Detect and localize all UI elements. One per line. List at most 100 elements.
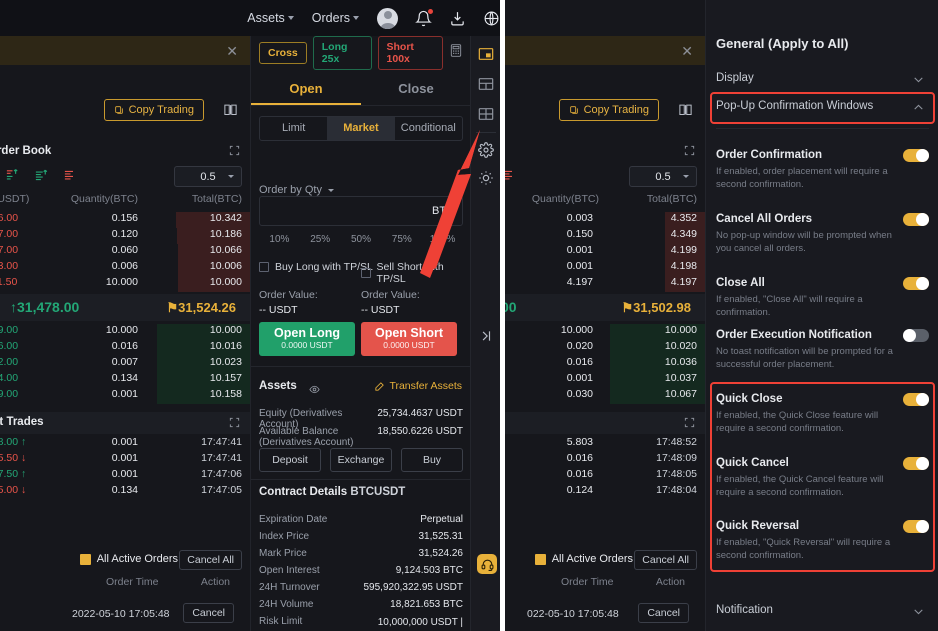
order-book-row[interactable]: 667.00 0.120 10.186 — [0, 228, 250, 244]
open-short-button[interactable]: Open Short 0.0000 USDT — [361, 322, 457, 356]
margin-mode-button[interactable]: Cross — [259, 42, 307, 64]
tab-open[interactable]: Open — [251, 72, 361, 105]
order-book-row[interactable]: 446.00 0.016 10.016 — [0, 340, 250, 356]
order-book-row[interactable]: 0.150 4.349 — [505, 228, 705, 244]
order-by-qty-label[interactable]: Order by Qty — [259, 184, 335, 196]
nav-item-orders[interactable]: Orders — [312, 11, 359, 25]
globe-icon[interactable] — [483, 10, 500, 27]
setting-description: If enabled, the Quick Cancel feature wil… — [716, 474, 884, 498]
tick-size-dropdown[interactable]: 0.5 — [174, 166, 242, 187]
toggle-switch[interactable] — [903, 393, 929, 406]
all-active-orders-checkbox[interactable]: All Active Orders — [79, 553, 178, 565]
brightness-icon[interactable] — [478, 170, 494, 186]
contract-details-label: Contract Details — [259, 486, 348, 498]
buy-button[interactable]: Buy — [401, 448, 463, 472]
percent-25[interactable]: 25% — [310, 234, 331, 245]
headset-icon[interactable] — [477, 554, 497, 574]
nav-item-assets[interactable]: Assets — [247, 11, 294, 25]
calculator-icon[interactable] — [449, 43, 463, 63]
eye-icon[interactable] — [309, 382, 320, 400]
order-book-total: 10.016 — [209, 340, 242, 352]
order-book-both-icon[interactable] — [4, 167, 22, 183]
order-book-row[interactable]: 409.00 0.001 10.158 — [0, 388, 250, 404]
order-book-row[interactable]: 10.000 10.000 — [505, 324, 705, 340]
order-book-row[interactable]: 643.00 0.006 10.006 — [0, 260, 250, 276]
order-type-limit[interactable]: Limit — [282, 122, 306, 134]
layout-grid-icon[interactable] — [478, 106, 494, 122]
order-book-row[interactable]: 0.020 10.020 — [505, 340, 705, 356]
sell-short-tpsl-checkbox[interactable]: Sell Short with TP/SL — [361, 261, 470, 285]
settings-section-notification[interactable]: Notification — [706, 598, 938, 626]
close-icon[interactable]: ✕ — [681, 43, 693, 59]
deposit-button[interactable]: Deposit — [259, 448, 321, 472]
copy-trading-button[interactable]: Copy Trading — [558, 99, 659, 121]
asset-key: Available Balance (Derivatives Account) — [259, 426, 354, 448]
cancel-all-button[interactable]: Cancel All — [634, 550, 697, 570]
order-book-row[interactable]: 4.197 4.197 — [505, 276, 705, 292]
percent-100[interactable]: 100% — [429, 234, 456, 245]
quantity-input[interactable]: BTC — [259, 196, 463, 226]
toggle-switch[interactable] — [903, 520, 929, 533]
order-book-row[interactable]: 611.50 10.000 10.000 — [0, 276, 250, 292]
order-book-row[interactable]: 657.00 0.060 10.066 — [0, 244, 250, 260]
book-icon[interactable] — [223, 102, 238, 122]
toggle-switch[interactable] — [903, 329, 929, 342]
bell-icon[interactable] — [415, 8, 433, 27]
leverage-row: Cross Long 25x Short 100x — [251, 36, 471, 70]
book-icon[interactable] — [678, 102, 693, 122]
copy-trading-button[interactable]: Copy Trading — [103, 99, 204, 121]
order-book-row[interactable]: 442.00 0.007 10.023 — [0, 356, 250, 372]
toggle-switch[interactable] — [903, 457, 929, 470]
order-book-row[interactable]: 0.030 10.067 — [505, 388, 705, 404]
long-leverage-button[interactable]: Long 25x — [312, 36, 372, 70]
cancel-button[interactable]: Cancel — [183, 603, 234, 623]
toggle-switch[interactable] — [903, 149, 929, 162]
trade-price: 475.50 ↓ — [0, 452, 27, 464]
avatar[interactable] — [377, 7, 398, 29]
order-book-row[interactable]: 696.00 0.156 10.342 — [0, 212, 250, 228]
download-icon[interactable] — [449, 10, 466, 27]
close-icon[interactable]: ✕ — [226, 43, 238, 59]
expand-icon[interactable] — [684, 145, 695, 159]
transfer-assets-button[interactable]: Transfer Assets — [374, 380, 462, 392]
percent-75[interactable]: 75% — [391, 234, 412, 245]
order-book-row[interactable]: 0.001 4.199 — [505, 244, 705, 260]
order-book-row[interactable]: 0.016 10.036 — [505, 356, 705, 372]
orders-col-action: Action — [200, 576, 230, 588]
exchange-button[interactable]: Exchange — [330, 448, 392, 472]
expand-icon[interactable] — [229, 417, 240, 431]
collapse-right-icon[interactable] — [479, 329, 493, 346]
toggle-switch[interactable] — [903, 213, 929, 226]
expand-icon[interactable] — [229, 145, 240, 159]
order-book-row[interactable]: 0.001 10.037 — [505, 372, 705, 388]
order-book-row[interactable]: 0.001 4.198 — [505, 260, 705, 276]
buy-long-tpsl-checkbox[interactable]: Buy Long with TP/SL — [259, 261, 373, 273]
settings-section-display[interactable]: Display — [706, 66, 938, 94]
order-book-quantity: 0.020 — [566, 340, 593, 352]
settings-section-popup-confirmation-windows[interactable]: Pop-Up Confirmation Windows — [706, 94, 938, 122]
tick-size-dropdown[interactable]: 0.5 — [629, 166, 697, 187]
layout-single-icon[interactable] — [478, 46, 494, 62]
order-book-asks-icon[interactable] — [505, 167, 519, 183]
cancel-button[interactable]: Cancel — [638, 603, 689, 623]
setting-title: Quick Reversal — [716, 520, 800, 532]
toggle-switch[interactable] — [903, 277, 929, 290]
order-book-row[interactable]: 0.003 4.352 — [505, 212, 705, 228]
gear-icon[interactable] — [478, 142, 494, 158]
short-leverage-button[interactable]: Short 100x — [377, 36, 443, 70]
order-book-bids-icon[interactable] — [33, 167, 51, 183]
tab-close[interactable]: Close — [398, 81, 434, 96]
order-book-row[interactable]: 609.00 10.000 10.000 — [0, 324, 250, 340]
order-book-asks-icon[interactable] — [62, 167, 80, 183]
order-type-market[interactable]: Market — [327, 117, 395, 140]
open-long-button[interactable]: Open Long 0.0000 USDT — [259, 322, 355, 356]
layout-split-icon[interactable] — [478, 76, 494, 92]
percent-50[interactable]: 50% — [350, 234, 371, 245]
order-book-row[interactable]: 434.00 0.134 10.157 — [0, 372, 250, 388]
percent-10[interactable]: 10% — [269, 234, 290, 245]
expand-icon[interactable] — [684, 417, 695, 431]
depth-bar — [610, 388, 705, 404]
cancel-all-button[interactable]: Cancel All — [179, 550, 242, 570]
order-type-conditional[interactable]: Conditional — [400, 122, 456, 134]
all-active-orders-checkbox[interactable]: All Active Orders — [534, 553, 633, 565]
